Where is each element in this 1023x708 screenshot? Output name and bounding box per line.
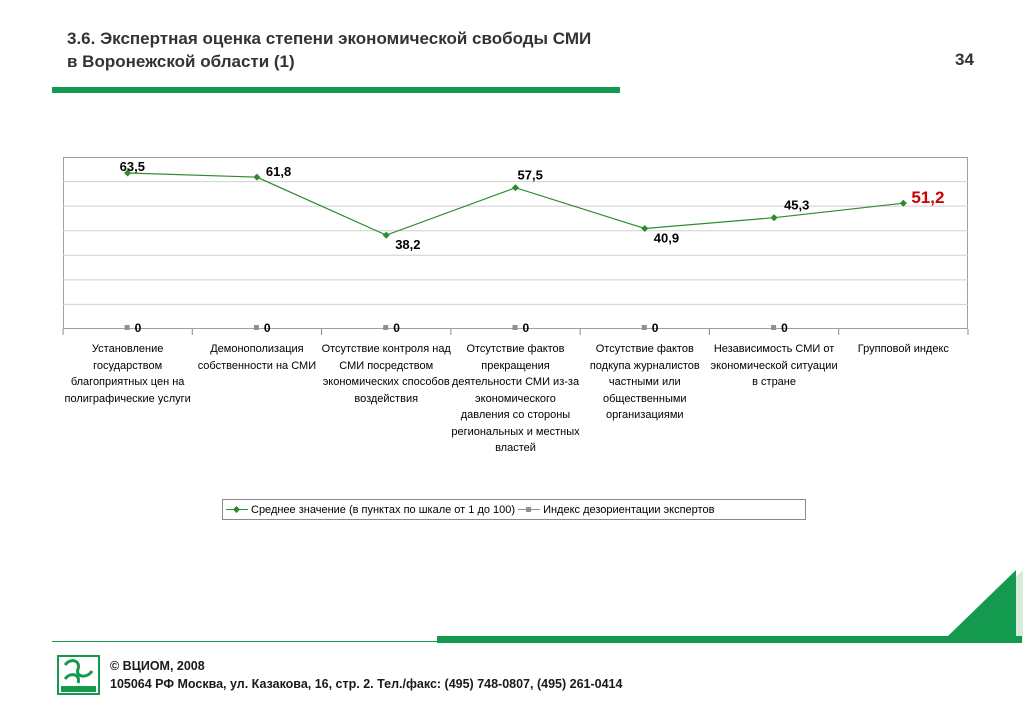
- index-point: [512, 325, 518, 330]
- group-index-data-label: 51,2: [911, 188, 944, 207]
- category-label: Демонополизация собственности на СМИ: [197, 343, 317, 372]
- page-title: 3.6. Экспертная оценка степени экономиче…: [67, 27, 591, 73]
- mean-data-label: 40,9: [654, 231, 679, 246]
- mean-point: [511, 184, 520, 192]
- index-data-label: 0: [781, 321, 788, 335]
- index-point: [383, 325, 389, 330]
- page-number: 34: [955, 50, 974, 69]
- legend-item-mean: Среднее значение (в пунктах по шкале от …: [223, 504, 515, 516]
- category-label: Групповой индекс: [857, 343, 949, 355]
- mean-data-label: 57,5: [518, 168, 543, 183]
- mean-data-label: 45,3: [784, 198, 809, 213]
- legend-label-mean: Среднее значение (в пунктах по шкале от …: [251, 503, 516, 516]
- index-data-label: 0: [652, 321, 659, 335]
- line-chart: 0 0 0 0 0 0 63,5 61,8 38,2 57,5 40,9 45,3 51,2: [62, 159, 969, 335]
- category-label: Отсутствие контроля над СМИ посредством …: [321, 343, 451, 405]
- title-line-1: 3.6. Экспертная оценка степени экономиче…: [67, 29, 592, 48]
- category-label: Установление государством благоприятных …: [64, 343, 191, 405]
- category-label: Независимость СМИ от экономической ситуа…: [710, 343, 838, 388]
- footer-bar: [437, 636, 1022, 643]
- legend-label-index: Индекс дезориентации экспертов: [543, 503, 715, 516]
- header-rule: [52, 87, 620, 93]
- chart-legend: Среднее значение (в пунктах по шкале от …: [222, 499, 806, 520]
- index-data-label: 0: [264, 321, 271, 335]
- mean-point: [124, 169, 132, 177]
- index-point: [771, 325, 777, 330]
- category-label: Отсутствие фактов подкупа журналистов ча…: [589, 343, 700, 421]
- index-point: [124, 325, 130, 330]
- mean-point: [382, 231, 390, 239]
- index-point: [253, 325, 259, 330]
- mean-point: [641, 224, 649, 233]
- mean-point: [770, 214, 778, 222]
- mean-point: [899, 199, 907, 207]
- footer-copyright: © ВЦИОМ, 2008: [110, 659, 205, 673]
- vciom-logo: [57, 655, 100, 695]
- legend-swatch-index: [518, 505, 541, 515]
- footer-text: © ВЦИОМ, 2008 105064 РФ Москва, ул. Каза…: [110, 657, 622, 693]
- index-point: [641, 325, 647, 330]
- index-data-label: 0: [135, 321, 142, 335]
- footer-address: 105064 РФ Москва, ул. Казакова, 16, стр.…: [110, 677, 623, 691]
- legend-swatch-mean: [226, 505, 248, 515]
- corner-triangle-dark: [948, 570, 1016, 636]
- mean-data-label: 38,2: [395, 237, 420, 252]
- footer-rule: [52, 641, 1022, 642]
- category-label: Отсутствие фактов прекращения деятельнос…: [451, 343, 580, 454]
- mean-data-label: 61,8: [266, 164, 291, 179]
- legend-item-index: Индекс дезориентации экспертов: [515, 504, 714, 516]
- title-line-2: в Воронежской области (1): [67, 52, 295, 71]
- index-data-label: 0: [393, 321, 400, 335]
- index-data-label: 0: [523, 321, 530, 335]
- mean-data-label: 63,5: [120, 159, 145, 174]
